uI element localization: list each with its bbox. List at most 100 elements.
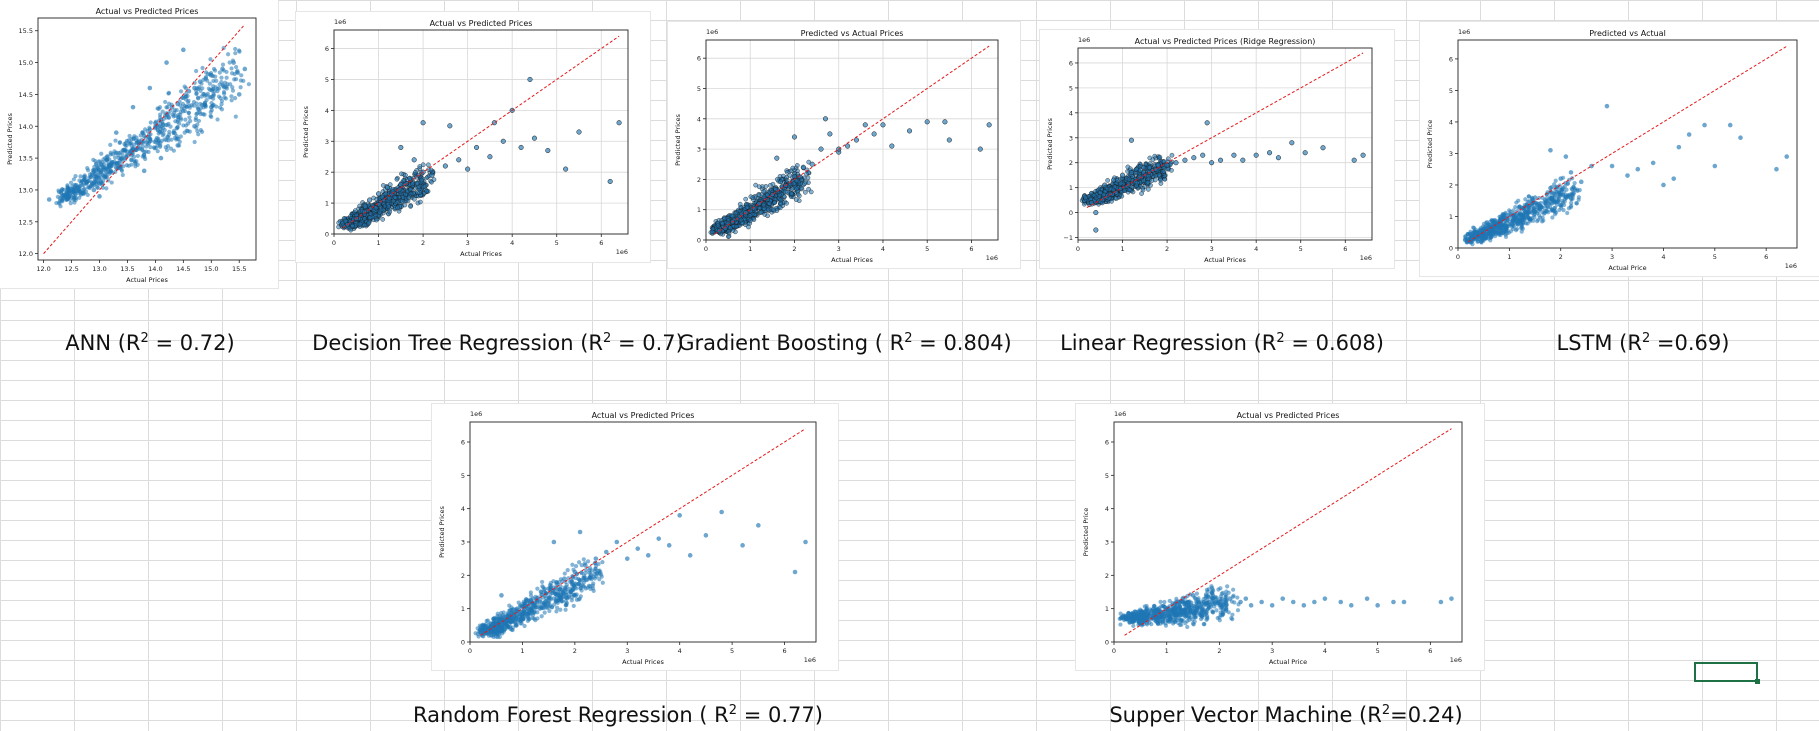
scatter-point: [170, 112, 175, 117]
scatter-point: [793, 178, 799, 184]
scatter-point: [203, 76, 208, 81]
scatter-point: [792, 569, 798, 575]
scatter-point: [70, 190, 75, 195]
scatter-point: [132, 154, 137, 159]
scatter-point: [1500, 222, 1506, 227]
scatter-point: [540, 605, 545, 610]
y-tick-label: 1: [1105, 605, 1109, 613]
scatter-point: [192, 139, 197, 145]
scatter-point: [418, 199, 423, 205]
scatter-point: [720, 221, 725, 226]
y-tick-label: 1: [1449, 213, 1453, 221]
x-offset-label: 1e6: [804, 656, 816, 664]
scatter-point: [1650, 160, 1656, 166]
scatter-point: [501, 610, 506, 615]
scatter-point: [1240, 157, 1246, 163]
scatter-point: [853, 137, 859, 143]
scatter-point: [784, 200, 789, 206]
scatter-point: [166, 90, 172, 95]
scatter-point: [387, 196, 392, 201]
x-axis-label: Actual Prices: [1204, 256, 1246, 264]
scatter-point: [1784, 154, 1790, 159]
scatter-point: [46, 197, 52, 202]
scatter-point: [1111, 187, 1116, 193]
scatter-point: [195, 95, 201, 100]
y-tick-label: 4: [1105, 505, 1109, 513]
scatter-point: [1320, 145, 1326, 151]
y-axis-label: Predicted Price: [1426, 120, 1434, 168]
scatter-point: [1526, 194, 1531, 199]
scatter-point: [556, 598, 562, 603]
scatter-point: [104, 186, 109, 191]
scatter-point: [539, 592, 544, 597]
scatter-point: [148, 138, 153, 144]
x-tick-label: 14.5: [176, 265, 190, 273]
scatter-point: [803, 190, 808, 195]
scatter-point: [756, 192, 762, 198]
scatter-point: [542, 610, 547, 615]
scatter-point: [1525, 214, 1530, 219]
scatter-point: [765, 207, 771, 212]
scatter-point: [1535, 218, 1540, 224]
scatter-point: [201, 112, 206, 117]
y-tick-label: 1: [1069, 184, 1073, 192]
ideal-line: [1468, 45, 1787, 243]
scatter-point: [1506, 230, 1511, 235]
scatter-point: [1519, 229, 1524, 234]
scatter-point: [806, 186, 811, 192]
y-tick-label: 12.0: [19, 250, 33, 258]
chart-decision-tree: 0 1 2 3 4 5 6 0 1 2 3 4 5 6 Actual vs Predicted Prices…: [296, 12, 650, 262]
x-axis-label: Actual Price: [1608, 264, 1646, 272]
scatter-point: [549, 605, 554, 610]
x-tick-label: 0: [332, 239, 336, 247]
scatter-point: [1204, 120, 1210, 126]
scatter-point: [497, 634, 502, 640]
scatter-point: [348, 227, 354, 233]
scatter-point: [522, 603, 527, 609]
y-tick-label: 3: [325, 138, 329, 146]
scatter-point: [827, 131, 833, 137]
scatter-point: [1550, 215, 1555, 220]
scatter-point: [1501, 214, 1507, 219]
x-tick-label: 4: [510, 239, 514, 247]
scatter-point: [222, 91, 227, 96]
y-offset-label: 1e6: [1114, 410, 1126, 418]
y-offset-label: 1e6: [334, 18, 346, 26]
scatter-point: [158, 143, 163, 148]
scatter-point: [880, 122, 886, 128]
scatter-point: [1539, 219, 1545, 224]
scatter-point: [163, 145, 168, 150]
x-tick-label: 12.5: [64, 265, 78, 273]
scatter-point: [219, 79, 224, 85]
x-tick-label: 2: [421, 239, 425, 247]
x-tick-label: 2: [792, 245, 796, 253]
scatter-point: [233, 51, 238, 56]
scatter-point: [120, 172, 125, 178]
x-tick-label: 5: [1713, 253, 1717, 261]
scatter-point: [1549, 207, 1555, 212]
chart-svm: 0 1 2 3 4 5 6 0 1 2 3 4 5 6 Actual vs Predicted Prices…: [1076, 404, 1484, 670]
y-tick-label: 4: [325, 107, 329, 115]
scatter-point: [1671, 176, 1677, 181]
scatter-point: [490, 616, 496, 622]
scatter-point: [58, 196, 63, 201]
scatter-point: [784, 169, 790, 175]
y-tick-label: 5: [697, 85, 701, 93]
scatter-point: [1113, 196, 1119, 202]
scatter-point: [1576, 197, 1581, 202]
scatter-point: [1727, 122, 1733, 128]
scatter-point: [1102, 182, 1108, 188]
scatter-point: [66, 189, 72, 194]
scatter-point: [1503, 234, 1509, 239]
scatter-point: [656, 536, 662, 541]
ideal-line: [1086, 52, 1364, 209]
scatter-point: [352, 208, 358, 213]
scatter-point: [392, 195, 398, 200]
scatter-point: [192, 123, 197, 129]
scatter-point: [412, 170, 418, 175]
scatter-point: [193, 115, 199, 121]
scatter-point: [795, 163, 800, 168]
scatter-point: [576, 581, 582, 586]
y-tick-label: 2: [325, 169, 329, 177]
